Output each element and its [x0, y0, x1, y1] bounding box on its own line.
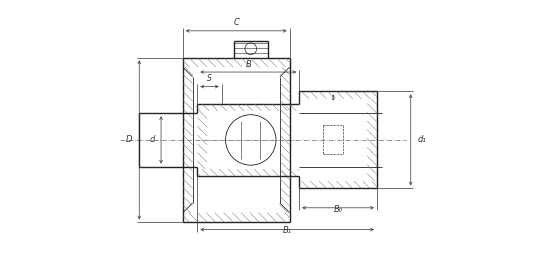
- Text: D: D: [125, 135, 132, 144]
- Text: B: B: [245, 60, 251, 69]
- Text: d₁: d₁: [418, 135, 427, 144]
- Text: d: d: [150, 135, 155, 144]
- Text: B₁: B₁: [283, 226, 292, 235]
- Text: S: S: [207, 74, 212, 83]
- Text: C: C: [233, 18, 239, 28]
- Text: B₀: B₀: [333, 205, 343, 214]
